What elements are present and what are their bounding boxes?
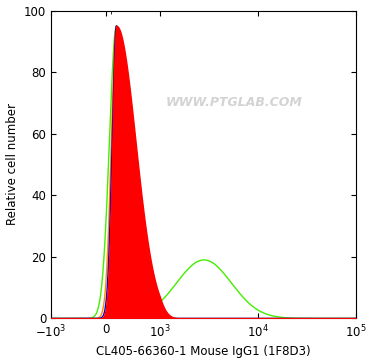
Y-axis label: Relative cell number: Relative cell number xyxy=(6,103,19,225)
X-axis label: CL405-66360-1 Mouse IgG1 (1F8D3): CL405-66360-1 Mouse IgG1 (1F8D3) xyxy=(96,345,311,359)
Text: WWW.PTGLAB.COM: WWW.PTGLAB.COM xyxy=(166,96,302,110)
